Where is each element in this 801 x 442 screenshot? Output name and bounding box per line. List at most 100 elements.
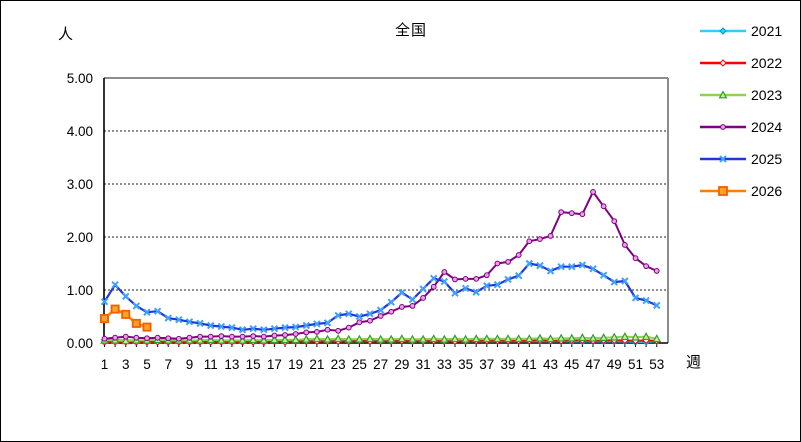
marker-2025 [451, 289, 459, 297]
marker-2023 [376, 334, 386, 343]
marker-2025 [621, 277, 629, 285]
legend-label-2024: 2024 [751, 119, 783, 135]
marker-2023 [482, 334, 492, 343]
marker-2025 [334, 311, 342, 320]
marker-2024 [420, 295, 427, 301]
legend-swatch-2026 [700, 186, 746, 196]
marker-2024 [377, 313, 384, 319]
marker-2023 [450, 334, 460, 343]
marker-2024 [292, 331, 299, 337]
marker-2024 [239, 333, 246, 340]
marker-2025 [249, 324, 257, 333]
marker-2024 [335, 327, 342, 334]
marker-2023 [599, 333, 609, 342]
y-tick-label: 3.00 [67, 177, 93, 192]
marker-2023 [121, 336, 131, 345]
x-tick-label: 21 [309, 357, 324, 372]
marker-2023 [439, 334, 449, 343]
marker-2024 [430, 283, 437, 290]
legend: 2021 2022 2023 2024 2025 2026 [700, 15, 798, 207]
marker-2024 [558, 209, 565, 215]
marker-2024 [398, 304, 405, 310]
marker-2025 [206, 321, 215, 330]
marker-2024 [643, 263, 650, 270]
marker-2024 [218, 333, 225, 340]
marker-2024 [505, 259, 511, 265]
marker-2023 [344, 334, 354, 343]
marker-2024 [590, 189, 596, 195]
marker-2026 [142, 322, 152, 332]
legend-label-2023: 2023 [751, 87, 783, 103]
marker-2025 [631, 294, 640, 302]
marker-2025 [143, 308, 151, 316]
x-tick-label: 51 [628, 357, 643, 372]
marker-2023 [471, 334, 481, 343]
marker-2025 [430, 274, 438, 283]
marker-2025 [111, 280, 119, 289]
marker-2026 [100, 314, 110, 324]
legend-item-2024: 2024 [700, 111, 798, 143]
marker-2023 [195, 335, 205, 344]
marker-2023 [641, 331, 651, 341]
marker-2025 [238, 326, 247, 334]
marker-2023 [620, 331, 630, 341]
marker-2023 [312, 334, 322, 343]
x-tick-label: 27 [373, 357, 388, 372]
marker-2023 [354, 334, 364, 343]
marker-2024 [207, 333, 214, 340]
legend-label-2022: 2022 [751, 55, 783, 71]
marker-2023 [524, 334, 534, 343]
marker-2023 [652, 334, 662, 343]
marker-2025 [345, 310, 353, 318]
x-tick-label: 29 [394, 357, 409, 372]
y-tick-label: 1.00 [67, 283, 93, 298]
marker-2025 [504, 275, 512, 284]
marker-2024 [271, 332, 278, 339]
marker-2024 [611, 218, 618, 225]
marker-2025 [653, 301, 661, 310]
y-tick-label: 4.00 [67, 124, 93, 139]
marker-2023 [461, 334, 470, 343]
y-tick-label: 0.00 [67, 336, 93, 351]
marker-2025 [546, 267, 555, 275]
x-tick-label: 7 [164, 357, 172, 372]
marker-2023 [567, 333, 577, 342]
marker-2025 [514, 271, 523, 280]
marker-2025 [557, 262, 565, 271]
legend-item-2025: 2025 [700, 143, 798, 175]
marker-2026 [131, 318, 141, 328]
marker-2023 [609, 332, 619, 341]
x-tick-label: 45 [564, 357, 579, 372]
marker-2025 [323, 319, 332, 327]
marker-2024 [409, 303, 416, 309]
marker-2025 [493, 280, 502, 289]
x-tick-label: 11 [204, 357, 218, 372]
marker-2024 [229, 333, 235, 340]
marker-2023 [503, 334, 513, 343]
x-tick-label: 31 [416, 357, 431, 372]
marker-2025 [483, 282, 491, 290]
x-tick-label: 33 [437, 357, 452, 372]
x-tick-label: 53 [649, 357, 664, 372]
marker-2023 [556, 333, 566, 342]
marker-2025 [196, 319, 204, 328]
x-tick-label: 37 [479, 357, 494, 372]
marker-2024 [388, 308, 395, 315]
x-tick-label: 19 [288, 357, 303, 372]
marker-2023 [577, 333, 587, 342]
marker-2023 [238, 335, 247, 344]
x-tick-label: 25 [352, 357, 367, 372]
legend-label-2021: 2021 [751, 23, 783, 39]
marker-2025 [376, 306, 385, 314]
marker-2023 [365, 334, 375, 343]
x-tick-label: 49 [607, 357, 622, 372]
marker-2025 [398, 288, 406, 297]
marker-2025 [270, 324, 279, 333]
marker-2024 [579, 211, 586, 218]
marker-2023 [323, 334, 332, 343]
marker-2025 [589, 265, 597, 273]
marker-2024 [154, 334, 161, 341]
marker-2025 [260, 326, 268, 334]
marker-2024 [175, 335, 182, 342]
